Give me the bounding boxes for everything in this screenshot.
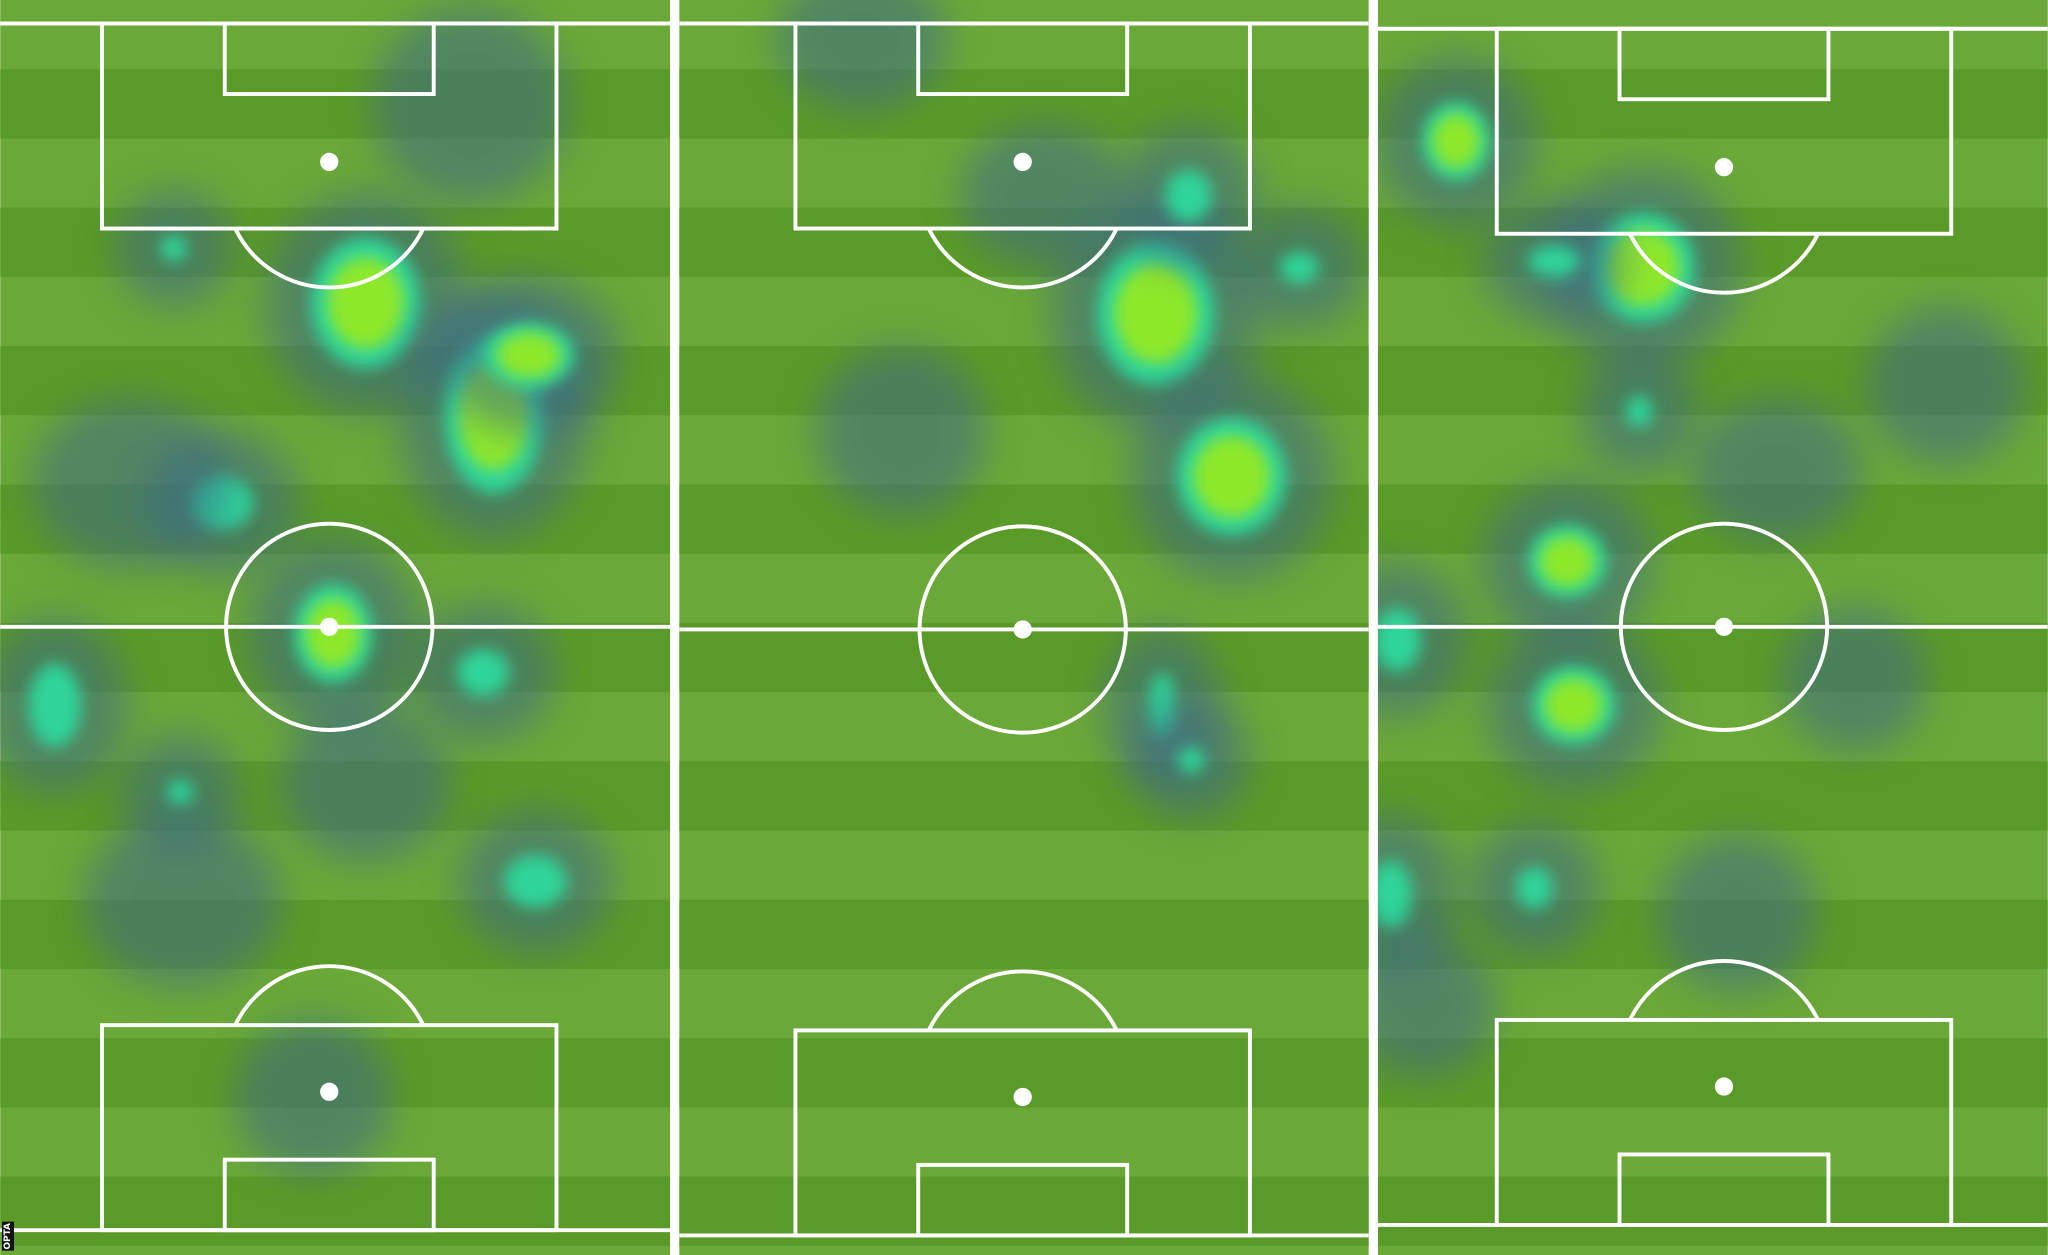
- centre-circle: [224, 521, 435, 732]
- penalty-spot: [1013, 1087, 1032, 1107]
- penalty-spot: [320, 152, 339, 172]
- heat-zone-mid: [1516, 867, 1553, 909]
- centre-circle: [917, 524, 1128, 735]
- heat-zone-low: [1377, 933, 1496, 1078]
- penalty-spot: [1013, 152, 1032, 172]
- six-yard-box: [222, 21, 436, 96]
- heat-zone-high: [1606, 229, 1680, 307]
- penalty-spot: [1714, 158, 1734, 177]
- opta-credit: OPTA: [2, 1222, 14, 1251]
- heat-zone-low: [1691, 398, 1862, 542]
- heat-zone-low: [85, 816, 281, 986]
- six-yard-box: [916, 1162, 1130, 1238]
- six-yard-box: [222, 1157, 436, 1233]
- heat-zone-mid: [1377, 860, 1412, 929]
- grass-stripe: [1377, 622, 2048, 693]
- grass-stripe: [679, 761, 1369, 831]
- heat-zone-low: [1377, 562, 1467, 717]
- six-yard-box: [1617, 1152, 1831, 1227]
- heat-zone-mid: [160, 235, 187, 262]
- grass-stripe: [1377, 761, 2048, 831]
- six-yard-box: [916, 21, 1130, 96]
- pitch-panel-2: [679, 0, 1369, 1255]
- heat-zone-mid: [457, 649, 510, 697]
- heat-zone-mid: [28, 663, 82, 747]
- centre-spot: [1714, 617, 1734, 636]
- heat-zone-low: [777, 0, 947, 111]
- centre-circle: [1618, 521, 1830, 732]
- penalty-spot: [320, 1082, 339, 1101]
- heat-zone-low: [816, 346, 987, 516]
- heat-zone-high: [1432, 113, 1481, 169]
- six-yard-box: [1617, 26, 1831, 102]
- penalty-arc: [926, 969, 1119, 1032]
- heatmap-layer: [0, 6, 621, 1176]
- grass-stripe: [1377, 1038, 2048, 1108]
- heat-zone-high: [497, 332, 562, 379]
- heat-zone-high: [1193, 435, 1271, 518]
- heat-zone-low: [960, 124, 1130, 268]
- heat-zone-mid: [1528, 245, 1581, 277]
- penalty-arc: [926, 227, 1119, 290]
- heat-zone-mid: [1279, 252, 1320, 284]
- heat-zone-low: [1782, 607, 1927, 751]
- penalty-arc: [233, 964, 426, 1027]
- heat-zone-low: [1377, 814, 1458, 975]
- heat-zone-low: [1867, 306, 2025, 464]
- centre-spot: [1013, 620, 1032, 639]
- heat-zone-mid: [1178, 746, 1205, 774]
- heat-zone-mid: [504, 855, 567, 908]
- heat-zone-mid: [1165, 169, 1213, 223]
- heat-zone-low: [372, 6, 569, 203]
- penalty-arc: [1628, 959, 1820, 1021]
- heat-zone-mid: [1626, 395, 1653, 428]
- heat-zone-low: [235, 1018, 392, 1176]
- grass-stripe: [1377, 1176, 2048, 1246]
- heat-zone-low: [280, 705, 451, 862]
- heat-zone-high: [1539, 535, 1595, 588]
- penalty-arc: [1628, 232, 1820, 295]
- heat-zone-mid: [167, 779, 194, 806]
- heatmap-layer: [1377, 56, 2025, 1078]
- heat-zone-low: [32, 398, 229, 569]
- heatmap-layer: [777, 0, 1365, 819]
- heat-zone-high: [1114, 263, 1198, 364]
- heat-zone-high: [327, 257, 405, 349]
- pitch-panel-1: [0, 0, 671, 1255]
- penalty-spot: [1714, 1077, 1734, 1096]
- heat-zone-low: [1658, 835, 1816, 993]
- centre-spot: [320, 617, 339, 636]
- penalty-arc: [233, 227, 426, 290]
- pitch-panel-3: [1377, 0, 2048, 1255]
- grass-stripe: [679, 899, 1369, 970]
- heat-zone-high: [1544, 677, 1604, 733]
- heat-zone-mid: [1377, 608, 1421, 672]
